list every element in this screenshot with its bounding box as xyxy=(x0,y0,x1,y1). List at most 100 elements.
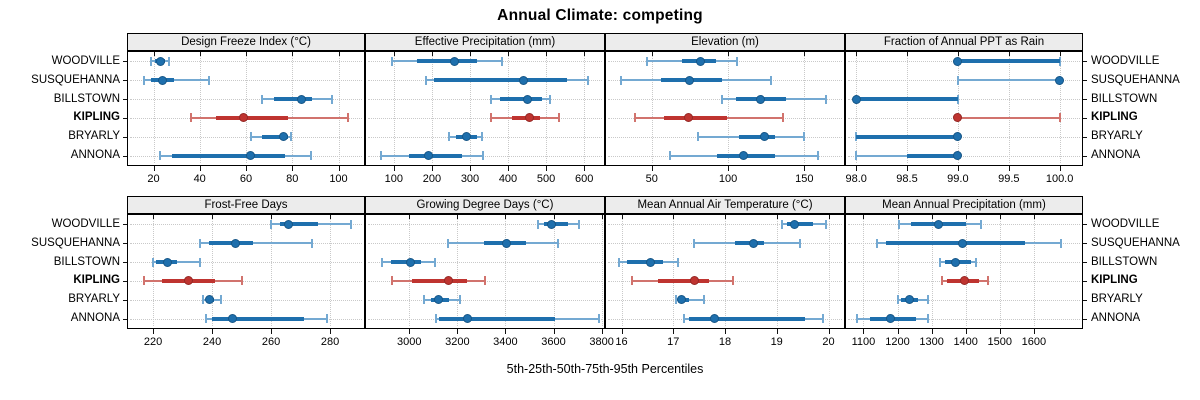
whisker-cap xyxy=(1058,113,1061,123)
axis-tick-bottom xyxy=(828,329,830,334)
axis-tick-bottom xyxy=(931,329,933,334)
whisker-cap xyxy=(202,295,205,305)
gridline-horizontal xyxy=(130,299,362,301)
whisker-cap xyxy=(380,257,383,267)
whisker-cap xyxy=(720,94,723,104)
axis-tick-bottom xyxy=(505,329,507,334)
y-axis-tick-right xyxy=(1083,99,1087,101)
axis-tick-label: 100.0 xyxy=(1045,173,1074,185)
median-dot xyxy=(953,132,963,142)
axis-tick-label: 3200 xyxy=(445,336,470,348)
whisker-cap xyxy=(736,56,739,66)
gridline-vertical xyxy=(728,54,730,163)
axis-tick-bottom xyxy=(246,166,247,171)
panel-strip: Mean Annual Air Temperature (°C) xyxy=(605,196,845,214)
row-label-right: KIPLING xyxy=(1091,111,1138,124)
whisker-cap xyxy=(458,295,461,305)
median-dot xyxy=(246,151,256,161)
panel-strip: Fraction of Annual PPT as Rain xyxy=(845,33,1083,51)
axis-tick-label: 80 xyxy=(286,173,299,185)
whisker-range xyxy=(144,79,209,82)
row-label-right: KIPLING xyxy=(1091,274,1138,287)
median-dot xyxy=(278,132,288,142)
median-dot xyxy=(710,314,720,324)
axis-tick-label: 100 xyxy=(384,173,403,185)
axis-tick-bottom xyxy=(470,166,471,171)
gridline-horizontal xyxy=(368,99,602,101)
row-label-left: BILLSTOWN xyxy=(53,255,120,268)
whisker-cap xyxy=(677,257,680,267)
whisker-cap xyxy=(489,113,492,123)
whisker-cap xyxy=(143,276,146,286)
iqr-bar xyxy=(439,316,555,321)
whisker-range xyxy=(153,261,201,264)
whisker-cap xyxy=(646,56,649,66)
row-label-left: BRYARLY xyxy=(68,293,120,306)
whisker-cap xyxy=(150,56,153,66)
whisker-cap xyxy=(290,132,293,142)
row-label-right: WOODVILLE xyxy=(1091,217,1160,230)
iqr-bar xyxy=(543,222,568,227)
axis-tick-top xyxy=(431,52,433,56)
gridline-vertical xyxy=(1059,54,1061,163)
whisker-cap xyxy=(489,94,492,104)
axis-tick-label: 1400 xyxy=(953,336,978,348)
y-axis-tick-right xyxy=(1083,136,1087,138)
axis-tick-top xyxy=(393,52,395,56)
gridline-vertical xyxy=(508,54,509,163)
median-dot xyxy=(406,257,415,267)
gridline-horizontal xyxy=(848,155,1080,157)
gridline-vertical xyxy=(153,54,155,163)
gridline-vertical xyxy=(931,217,933,326)
axis-tick-bottom xyxy=(431,166,433,171)
whisker-cap xyxy=(199,238,202,248)
axis-tick-top xyxy=(153,215,155,219)
whisker-cap xyxy=(696,132,699,142)
axis-tick-label: 98.5 xyxy=(896,173,918,185)
y-axis-tick-left xyxy=(123,299,127,301)
panel xyxy=(127,214,365,329)
gridline-horizontal xyxy=(848,299,1080,301)
axis-tick-label: 500 xyxy=(536,173,556,185)
x-axis-label: 5th-25th-50th-75th-95th Percentiles xyxy=(506,362,704,376)
median-dot xyxy=(683,113,693,123)
whisker-cap xyxy=(536,219,539,229)
y-axis-tick-left xyxy=(123,262,127,264)
whisker-cap xyxy=(780,219,783,229)
gridline-vertical xyxy=(1008,54,1010,163)
axis-tick-top xyxy=(828,215,830,219)
median-dot xyxy=(524,113,534,123)
panel-strip: Design Freeze Index (°C) xyxy=(127,33,365,51)
axis-tick-bottom xyxy=(725,329,726,334)
whisker-cap xyxy=(433,257,436,267)
row-label-left: WOODVILLE xyxy=(51,54,120,67)
whisker-cap xyxy=(822,314,825,324)
whisker-cap xyxy=(390,56,393,66)
median-dot xyxy=(423,151,433,161)
axis-tick-bottom xyxy=(957,166,959,171)
panel-strip: Mean Annual Precipitation (mm) xyxy=(845,196,1083,214)
iqr-bar xyxy=(957,59,1060,64)
gridline-vertical xyxy=(212,217,214,326)
whisker-cap xyxy=(1058,56,1061,66)
gridline-vertical xyxy=(470,54,471,163)
whisker-cap xyxy=(240,276,243,286)
whisker-cap xyxy=(326,314,329,324)
iqr-bar xyxy=(409,153,463,158)
whisker-cap xyxy=(630,276,633,286)
axis-tick-label: 17 xyxy=(667,336,680,348)
gridline-vertical xyxy=(1033,217,1035,326)
panel-strip: Elevation (m) xyxy=(605,33,845,51)
whisker-cap xyxy=(956,75,959,85)
iqr-bar xyxy=(907,153,958,158)
axis-tick-top xyxy=(931,215,933,219)
axis-tick-label: 1100 xyxy=(851,336,876,348)
y-axis-tick-left xyxy=(123,136,127,138)
axis-tick-label: 150 xyxy=(795,173,814,185)
chart-title: Annual Climate: competing xyxy=(497,7,703,24)
median-dot xyxy=(239,113,249,123)
y-axis-tick-right xyxy=(1083,224,1087,226)
axis-tick-bottom xyxy=(409,329,411,334)
iqr-bar xyxy=(215,115,288,120)
axis-tick-label: 18 xyxy=(718,336,732,348)
